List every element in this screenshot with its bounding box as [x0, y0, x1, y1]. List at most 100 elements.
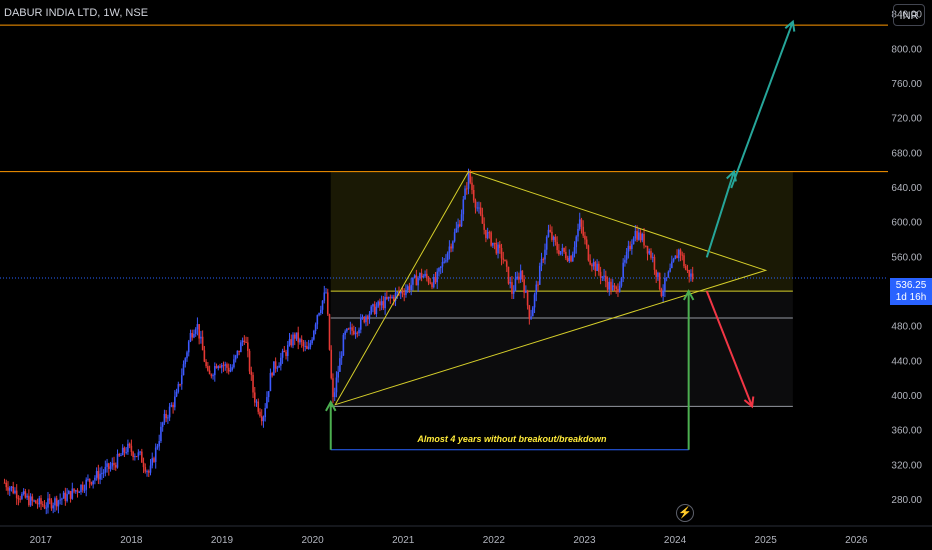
candle-body	[337, 371, 339, 378]
candle-body	[415, 275, 418, 286]
candle-body	[127, 443, 129, 453]
candle-body	[186, 352, 188, 359]
candle-body	[618, 285, 621, 292]
candle-body	[370, 306, 372, 314]
candle-body	[384, 296, 386, 309]
candle-body	[177, 384, 180, 392]
candle-body	[643, 233, 645, 246]
candle-body	[594, 262, 597, 272]
candle-body	[533, 294, 536, 308]
price-axis-panel	[888, 0, 932, 550]
candle-body	[375, 306, 378, 315]
candle-body	[85, 479, 88, 490]
candle-body	[629, 245, 631, 250]
arrow-head	[325, 399, 337, 412]
y-tick-label: 400.00	[891, 391, 922, 402]
candle-body	[116, 454, 119, 468]
candle-body	[389, 296, 392, 298]
candle-body	[387, 296, 390, 299]
candle-body	[644, 245, 647, 247]
candle-body	[102, 472, 105, 474]
candle-body	[158, 441, 160, 447]
y-tick-label: 600.00	[891, 218, 922, 229]
candle-body	[361, 316, 364, 318]
candle-body	[665, 277, 668, 279]
candle-body	[194, 329, 197, 334]
candle-body	[571, 253, 574, 262]
candle-body	[504, 259, 506, 262]
candle-body	[293, 334, 296, 339]
candle-body	[52, 505, 54, 509]
candle-body	[271, 373, 273, 376]
candle-body	[638, 232, 640, 240]
candle-body	[551, 231, 553, 240]
candle-body	[123, 447, 126, 453]
candle-body	[161, 422, 164, 427]
candle-body	[165, 413, 167, 419]
candle-body	[674, 255, 677, 260]
candle-body	[92, 480, 94, 485]
candle-body	[74, 490, 77, 492]
candle-body	[226, 364, 228, 368]
candle-body	[688, 269, 691, 277]
candle-body	[391, 296, 393, 298]
candle-body	[335, 377, 338, 393]
candle-body	[264, 408, 266, 418]
candle-body	[31, 496, 34, 501]
candle-body	[561, 247, 564, 252]
candle-body	[655, 269, 657, 277]
candle-body	[386, 296, 388, 299]
candle-body	[73, 488, 75, 492]
candle-body	[526, 290, 529, 306]
candle-body	[26, 495, 28, 498]
candle-body	[592, 262, 595, 267]
candle-body	[565, 251, 567, 259]
candle-body	[146, 471, 148, 473]
currency-button[interactable]: INR	[893, 4, 925, 26]
candle-body	[205, 361, 207, 367]
lightning-icon[interactable]: ⚡	[676, 504, 694, 522]
candle-body	[469, 171, 472, 183]
candle-body	[280, 357, 282, 366]
candle-body	[525, 290, 527, 293]
candle-body	[505, 261, 508, 267]
candle-body	[530, 316, 532, 319]
candle-body	[657, 272, 659, 277]
candle-body	[573, 247, 576, 254]
candle-body	[214, 366, 216, 376]
candle-body	[81, 484, 84, 490]
candle-body	[306, 345, 308, 349]
candle-body	[481, 214, 484, 224]
candle-body	[453, 232, 456, 242]
candle-body	[660, 288, 663, 297]
candle-body	[160, 426, 162, 442]
candle-body	[523, 279, 525, 293]
y-tick-label: 760.00	[891, 79, 922, 90]
candle-body	[182, 364, 185, 376]
candle-body	[363, 316, 366, 323]
candle-body	[620, 277, 623, 286]
candle-body	[650, 251, 652, 258]
candle-body	[104, 466, 107, 473]
candle-body	[101, 473, 103, 475]
candle-body	[83, 489, 86, 491]
candle-body	[47, 498, 49, 508]
candle-body	[43, 505, 46, 509]
candle-body	[220, 365, 223, 368]
candle-body	[646, 246, 649, 254]
candle-body	[38, 498, 41, 505]
arrow-shaft	[730, 21, 794, 189]
candle-body	[154, 447, 157, 462]
candle-body	[651, 256, 654, 258]
candle-body	[10, 486, 13, 489]
y-tick-label: 360.00	[891, 426, 922, 437]
candle-body	[48, 498, 51, 501]
candle-body	[295, 332, 298, 339]
x-tick-label: 2018	[120, 535, 143, 546]
candle-body	[379, 301, 381, 306]
candle-body	[234, 355, 237, 360]
candle-body	[339, 358, 341, 372]
candle-body	[21, 494, 23, 499]
candle-body	[222, 365, 225, 367]
